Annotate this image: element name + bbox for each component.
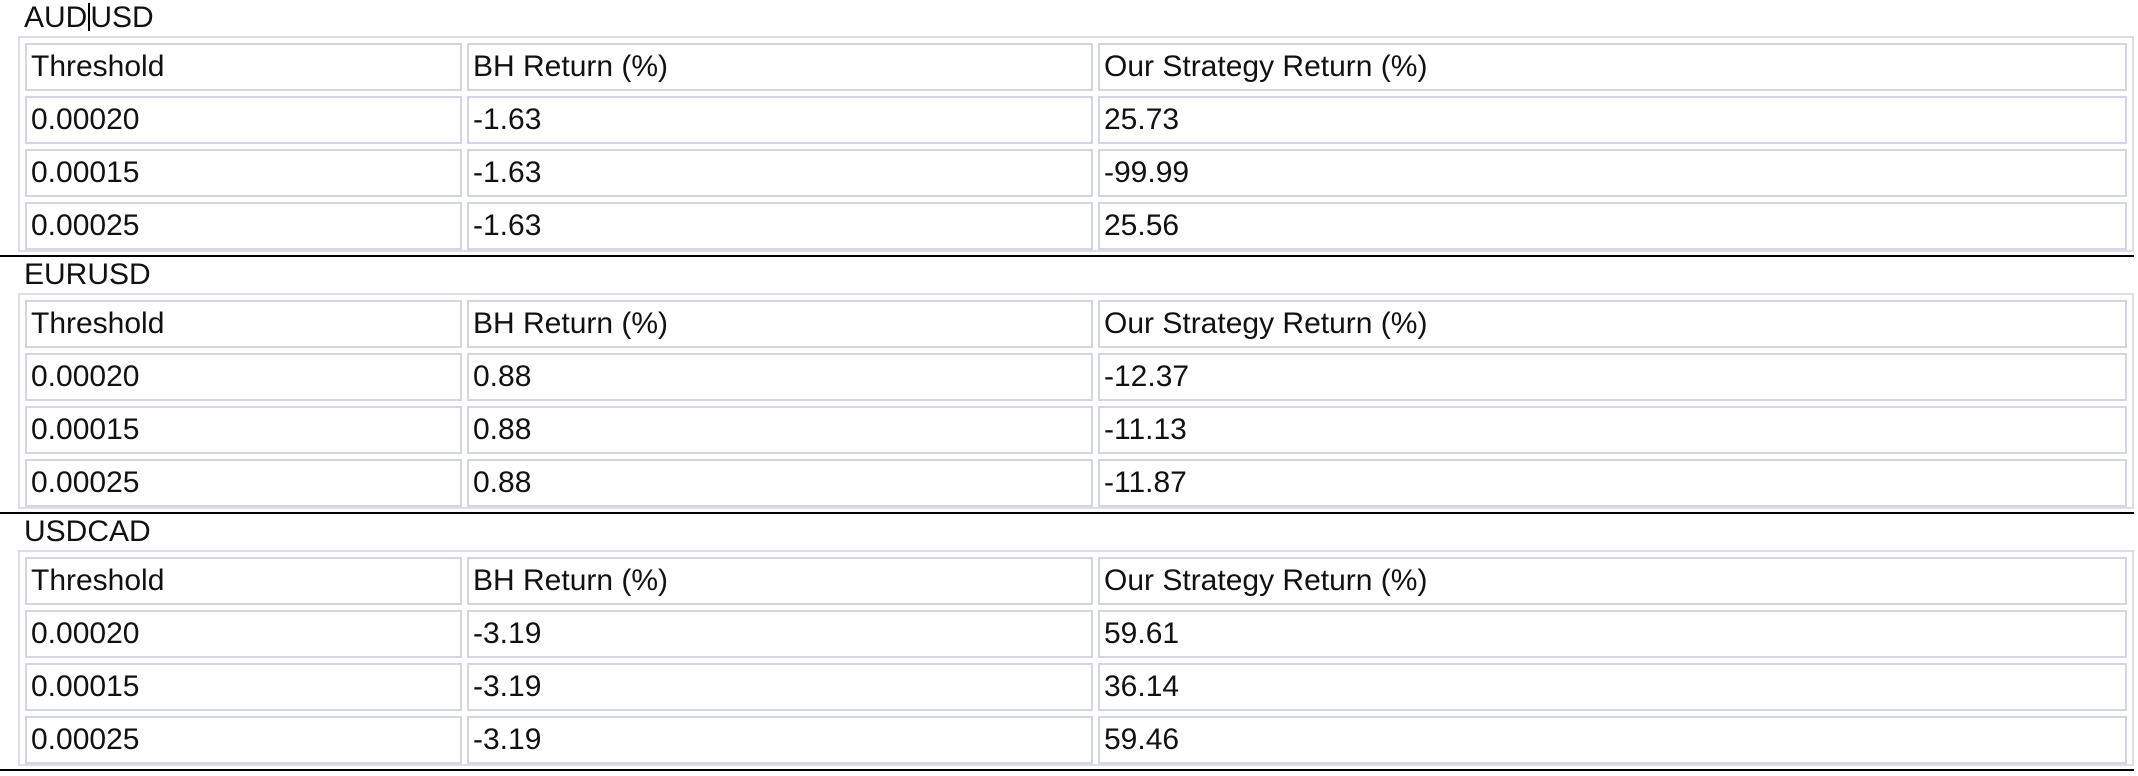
header-bh-return[interactable]: BH Return (%): [467, 300, 1093, 348]
header-strategy-return[interactable]: Our Strategy Return (%): [1098, 300, 2127, 348]
pair-name-suffix: USD: [90, 1, 154, 34]
table-header-row: Threshold BH Return (%) Our Strategy Ret…: [25, 43, 2127, 91]
header-bh-return[interactable]: BH Return (%): [467, 557, 1093, 605]
cell-threshold[interactable]: 0.00020: [25, 96, 462, 144]
cell-bh-return[interactable]: 0.88: [467, 459, 1093, 507]
cell-threshold[interactable]: 0.00015: [25, 149, 462, 197]
header-threshold[interactable]: Threshold: [25, 557, 462, 605]
cell-strategy-return[interactable]: 25.73: [1098, 96, 2127, 144]
text-cursor: [88, 3, 91, 31]
cell-threshold[interactable]: 0.00025: [25, 716, 462, 764]
header-threshold[interactable]: Threshold: [25, 300, 462, 348]
cell-bh-return[interactable]: -1.63: [467, 202, 1093, 250]
section-title-eurusd[interactable]: EURUSD: [24, 258, 151, 291]
results-table-usdcad: Threshold BH Return (%) Our Strategy Ret…: [18, 550, 2134, 766]
cell-threshold[interactable]: 0.00015: [25, 663, 462, 711]
cell-bh-return[interactable]: 0.88: [467, 406, 1093, 454]
cell-bh-return[interactable]: -3.19: [467, 610, 1093, 658]
table-row: 0.00020 -3.19 59.61: [25, 610, 2127, 658]
section-title-audusd[interactable]: AUD USD: [24, 0, 154, 36]
cell-bh-return[interactable]: -1.63: [467, 149, 1093, 197]
results-table-eurusd: Threshold BH Return (%) Our Strategy Ret…: [18, 293, 2134, 509]
cell-bh-return[interactable]: -3.19: [467, 663, 1093, 711]
cell-strategy-return[interactable]: 59.46: [1098, 716, 2127, 764]
cell-strategy-return[interactable]: -12.37: [1098, 353, 2127, 401]
cell-threshold[interactable]: 0.00015: [25, 406, 462, 454]
header-threshold[interactable]: Threshold: [25, 43, 462, 91]
table-row: 0.00025 -1.63 25.56: [25, 202, 2127, 250]
cell-threshold[interactable]: 0.00025: [25, 459, 462, 507]
cell-strategy-return[interactable]: 59.61: [1098, 610, 2127, 658]
table-header-row: Threshold BH Return (%) Our Strategy Ret…: [25, 300, 2127, 348]
cell-threshold[interactable]: 0.00025: [25, 202, 462, 250]
cell-bh-return[interactable]: 0.88: [467, 353, 1093, 401]
cell-strategy-return[interactable]: -11.13: [1098, 406, 2127, 454]
results-table-audusd: Threshold BH Return (%) Our Strategy Ret…: [18, 36, 2134, 252]
section-usdcad: USDCAD Threshold BH Return (%) Our Strat…: [0, 514, 2134, 771]
pair-name-prefix: AUD: [24, 1, 88, 34]
table-row: 0.00015 -1.63 -99.99: [25, 149, 2127, 197]
table-row: 0.00015 0.88 -11.13: [25, 406, 2127, 454]
table-row: 0.00015 -3.19 36.14: [25, 663, 2127, 711]
cell-bh-return[interactable]: -1.63: [467, 96, 1093, 144]
cell-bh-return[interactable]: -3.19: [467, 716, 1093, 764]
section-eurusd: EURUSD Threshold BH Return (%) Our Strat…: [0, 257, 2134, 514]
cell-strategy-return[interactable]: 25.56: [1098, 202, 2127, 250]
cell-threshold[interactable]: 0.00020: [25, 353, 462, 401]
table-row: 0.00025 -3.19 59.46: [25, 716, 2127, 764]
header-bh-return[interactable]: BH Return (%): [467, 43, 1093, 91]
section-title-usdcad[interactable]: USDCAD: [24, 515, 151, 548]
cell-threshold[interactable]: 0.00020: [25, 610, 462, 658]
section-audusd: AUD USD Threshold BH Return (%) Our Strat…: [0, 0, 2134, 257]
table-row: 0.00020 0.88 -12.37: [25, 353, 2127, 401]
cell-strategy-return[interactable]: -11.87: [1098, 459, 2127, 507]
cell-strategy-return[interactable]: 36.14: [1098, 663, 2127, 711]
header-strategy-return[interactable]: Our Strategy Return (%): [1098, 557, 2127, 605]
table-row: 0.00020 -1.63 25.73: [25, 96, 2127, 144]
table-row: 0.00025 0.88 -11.87: [25, 459, 2127, 507]
cell-strategy-return[interactable]: -99.99: [1098, 149, 2127, 197]
header-strategy-return[interactable]: Our Strategy Return (%): [1098, 43, 2127, 91]
table-header-row: Threshold BH Return (%) Our Strategy Ret…: [25, 557, 2127, 605]
